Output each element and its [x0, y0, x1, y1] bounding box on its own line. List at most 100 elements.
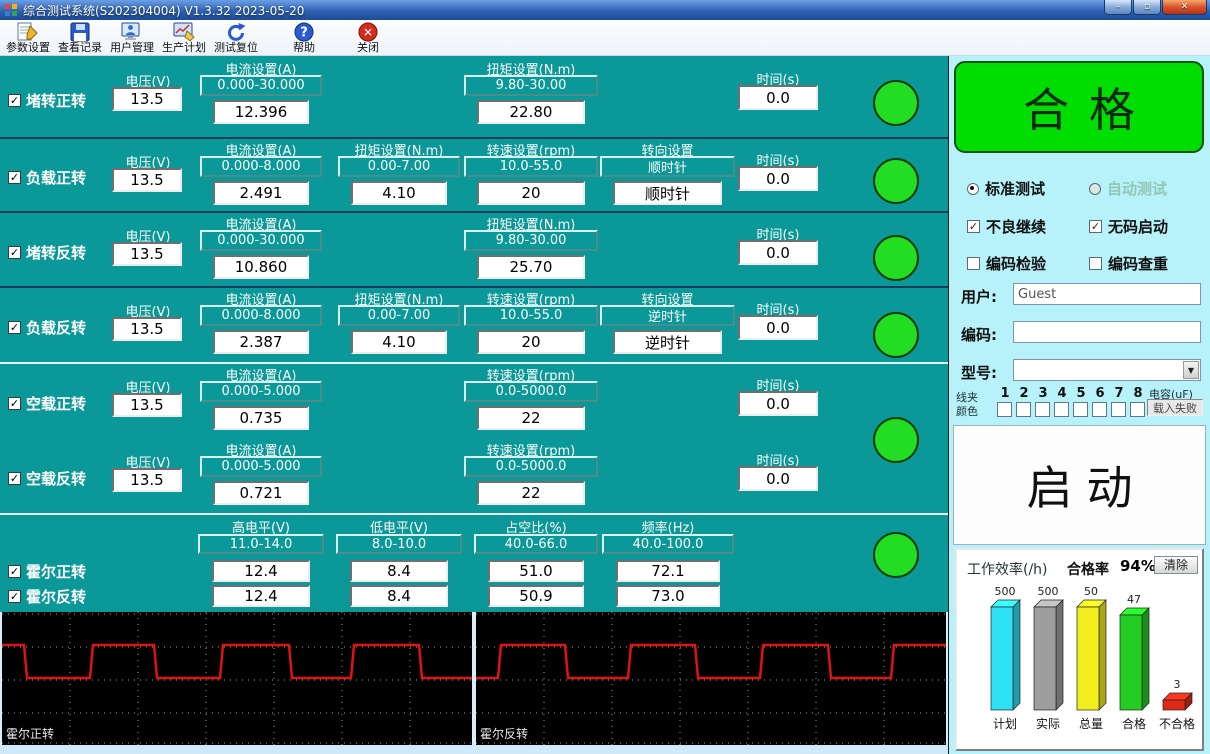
option-checkbox-0[interactable]: ✓ 不良继续: [967, 216, 1046, 237]
test-row-checkbox[interactable]: ✓: [8, 171, 21, 184]
efficiency-bar-chart: 500 计划 500 实际 50 总量 47 合格 3 不合格: [957, 578, 1205, 742]
time-label: 时间(s): [756, 228, 800, 243]
time-value: 0.0: [738, 240, 818, 265]
voltage-value: 13.5: [112, 468, 182, 492]
col-header: 扭矩设置(N.m): [486, 218, 576, 233]
measured-value: 22: [477, 481, 585, 505]
test-row-checkbox[interactable]: ✓: [8, 94, 21, 107]
measured-value: 12.4: [212, 560, 310, 582]
toolbar-item-close[interactable]: ✕ 关闭: [342, 21, 394, 55]
mode-radio-auto: 自动测试: [1089, 178, 1167, 199]
clamp-color-box: [997, 402, 1012, 417]
measured-value: 50.9: [488, 585, 584, 607]
option-checkbox-1[interactable]: ✓ 无码启动: [1089, 216, 1168, 237]
col-header: 扭矩设置(N.m): [354, 144, 444, 159]
range-box: 0.000-5.000: [200, 456, 322, 477]
voltage-label: 电压(V): [125, 456, 171, 471]
code-input[interactable]: [1013, 321, 1201, 343]
test-row-checkbox[interactable]: ✓: [8, 321, 21, 334]
test-row-checkbox[interactable]: ✓: [8, 565, 21, 578]
title-bar: 综合测试系统(S202304004) V1.3.32 2023-05-20 – …: [0, 0, 1210, 20]
range-box: 顺时针: [600, 156, 735, 177]
svg-text:实际: 实际: [1036, 716, 1060, 731]
option-checkbox-2[interactable]: 编码检验: [967, 253, 1046, 274]
checkbox-icon[interactable]: [967, 257, 980, 270]
toolbar-item-reset[interactable]: 测试复位: [210, 21, 262, 55]
test-row-checkbox[interactable]: ✓: [8, 590, 21, 603]
chevron-down-icon[interactable]: ▼: [1183, 361, 1199, 379]
time-label: 时间(s): [756, 454, 800, 469]
svg-text:500: 500: [1038, 585, 1059, 598]
test-row-label: ✓ 空载反转: [8, 468, 86, 489]
checkbox-label: 不良继续: [986, 218, 1047, 236]
col-header: 占空比(%): [505, 521, 567, 536]
capacitance-status: 载入失败: [1147, 399, 1203, 416]
svg-text:✕: ✕: [363, 25, 373, 39]
toolbar-item-label: 参数设置: [6, 41, 50, 54]
col-header: 转向设置: [641, 144, 694, 159]
clamp-color-box: [1073, 402, 1088, 417]
user-input[interactable]: [1013, 283, 1201, 305]
checkbox-icon[interactable]: [1089, 257, 1102, 270]
measured-value: 2.387: [213, 330, 309, 354]
svg-text:不合格: 不合格: [1159, 716, 1195, 731]
radio-icon[interactable]: [967, 182, 979, 195]
scope-label: 霍尔反转: [480, 727, 529, 741]
test-row-checkbox[interactable]: ✓: [8, 246, 21, 259]
option-checkbox-3[interactable]: 编码查重: [1089, 253, 1168, 274]
measured-value: 73.0: [616, 585, 720, 607]
col-header: 电流设置(A): [225, 369, 297, 384]
scope-panel-forward: 霍尔正转: [2, 612, 472, 745]
maximize-button[interactable]: ▫: [1133, 0, 1161, 15]
measured-value: 逆时针: [613, 330, 722, 354]
clamp-color-box: [1035, 402, 1050, 417]
clear-button[interactable]: 清除: [1154, 556, 1198, 574]
model-select[interactable]: ▼: [1013, 359, 1201, 381]
capacitance-label: 电容(uF): [1149, 388, 1193, 401]
toolbar-item-label: 测试复位: [214, 41, 258, 54]
clamp-color-label: 颜色: [956, 405, 978, 418]
range-box: 0.000-30.000: [200, 75, 322, 96]
range-box: 10.0-55.0: [464, 156, 598, 177]
status-indicator: [873, 532, 919, 578]
mode-radio-standard[interactable]: 标准测试: [967, 178, 1045, 199]
test-row-checkbox[interactable]: ✓: [8, 472, 21, 485]
checkbox-label: 编码查重: [1108, 255, 1169, 273]
range-box: 0.000-30.000: [200, 230, 322, 251]
test-row-label: ✓ 堵转正转: [8, 90, 86, 111]
toolbar-item-records[interactable]: 查看记录: [54, 21, 106, 55]
checkbox-icon[interactable]: ✓: [967, 220, 980, 233]
clamp-color-box: [1130, 402, 1145, 417]
close-button[interactable]: ✕: [1162, 0, 1207, 15]
checkbox-icon[interactable]: ✓: [1089, 220, 1102, 233]
range-box: 0.00-7.00: [338, 156, 460, 177]
minimize-button[interactable]: –: [1104, 0, 1132, 15]
measured-value: 12.396: [213, 100, 309, 124]
toolbar-item-label: 用户管理: [110, 41, 154, 54]
users-icon: [121, 21, 143, 42]
measured-value: 22: [477, 406, 585, 430]
start-button[interactable]: 启动: [953, 425, 1206, 545]
toolbar-item-plan[interactable]: 生产计划: [158, 21, 210, 55]
col-header: 转速设置(rpm): [486, 144, 576, 159]
voltage-label: 电压(V): [125, 305, 171, 320]
measured-value: 51.0: [488, 560, 584, 582]
measured-value: 25.70: [477, 255, 585, 279]
clamp-number: 8: [1133, 386, 1143, 401]
svg-text:47: 47: [1127, 593, 1141, 606]
col-header: 电流设置(A): [225, 144, 297, 159]
toolbar-item-help[interactable]: ? 帮助: [278, 21, 330, 55]
range-box: 11.0-14.0: [198, 534, 324, 554]
test-row-checkbox[interactable]: ✓: [8, 397, 21, 410]
row-separator: [0, 137, 948, 139]
clamp-number: 6: [1095, 386, 1105, 401]
col-header: 低电平(V): [369, 521, 429, 536]
row-separator: [0, 362, 948, 364]
range-box: 0.00-7.00: [338, 305, 460, 326]
toolbar-item-users[interactable]: 用户管理: [106, 21, 158, 55]
toolbar-item-settings[interactable]: 参数设置: [2, 21, 54, 55]
voltage-label: 电压(V): [125, 156, 171, 171]
svg-text:50: 50: [1084, 585, 1098, 598]
